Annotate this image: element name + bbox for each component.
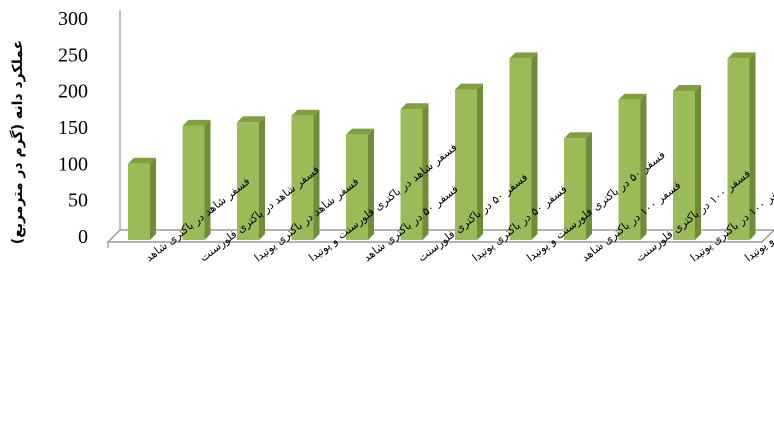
chart-bars bbox=[128, 52, 756, 241]
bar bbox=[400, 103, 429, 240]
bar-front bbox=[727, 58, 750, 241]
bar-front bbox=[182, 125, 205, 240]
bar bbox=[291, 109, 320, 241]
bar-side bbox=[640, 93, 647, 241]
y-tick-label: 0 bbox=[78, 226, 88, 248]
bar-top bbox=[455, 83, 483, 90]
chart-floor bbox=[106, 229, 774, 243]
bar-front bbox=[291, 115, 314, 240]
bar bbox=[455, 83, 483, 240]
bar bbox=[128, 157, 156, 240]
bar-top bbox=[400, 103, 429, 110]
bar bbox=[564, 132, 592, 240]
bar-top bbox=[291, 109, 320, 116]
bar-top bbox=[237, 116, 265, 123]
bar-side bbox=[204, 119, 211, 240]
bar-top bbox=[509, 52, 538, 59]
bar-side bbox=[531, 52, 538, 241]
y-axis-label: عملکرد دانه (گرم در مترمربع) bbox=[9, 40, 26, 244]
bar-front bbox=[128, 163, 150, 240]
bar-top bbox=[727, 52, 756, 59]
bar-side bbox=[368, 128, 374, 240]
bar-top bbox=[182, 119, 211, 126]
bar bbox=[509, 52, 538, 241]
y-tick-label: 200 bbox=[58, 81, 88, 103]
bar-front bbox=[400, 109, 423, 240]
y-tick-label: 150 bbox=[58, 117, 88, 139]
bar-side bbox=[695, 85, 701, 241]
y-tick-labels: 0 50 100 150 200 250 300 bbox=[58, 8, 88, 248]
y-tick-label: 300 bbox=[58, 8, 88, 30]
bar-side bbox=[586, 132, 592, 240]
bar bbox=[182, 119, 211, 240]
bar-front bbox=[455, 89, 477, 240]
bar-front bbox=[237, 122, 259, 240]
bar-front bbox=[509, 58, 532, 241]
bar-side bbox=[422, 103, 429, 240]
bar-front bbox=[346, 134, 368, 240]
y-tick-label: 100 bbox=[58, 153, 88, 175]
bar-side bbox=[259, 116, 265, 240]
chart-axes bbox=[106, 10, 774, 248]
bar bbox=[673, 85, 701, 241]
bar-side bbox=[477, 83, 483, 240]
bar-front bbox=[564, 138, 586, 240]
y-tick-label: 50 bbox=[68, 190, 88, 212]
bar-top bbox=[673, 85, 701, 92]
bar-front bbox=[673, 91, 695, 241]
bar bbox=[346, 128, 374, 240]
bar-side bbox=[749, 52, 756, 241]
bar-top bbox=[618, 93, 647, 100]
y-tick-label: 250 bbox=[58, 44, 88, 66]
bar-top bbox=[564, 132, 592, 139]
bar-top bbox=[346, 128, 374, 135]
bar-front bbox=[618, 99, 641, 241]
bar-top bbox=[128, 157, 156, 164]
bar bbox=[237, 116, 265, 240]
bar bbox=[618, 93, 647, 241]
bar-side bbox=[313, 109, 320, 241]
bar-side bbox=[150, 157, 156, 240]
bar bbox=[727, 52, 756, 241]
